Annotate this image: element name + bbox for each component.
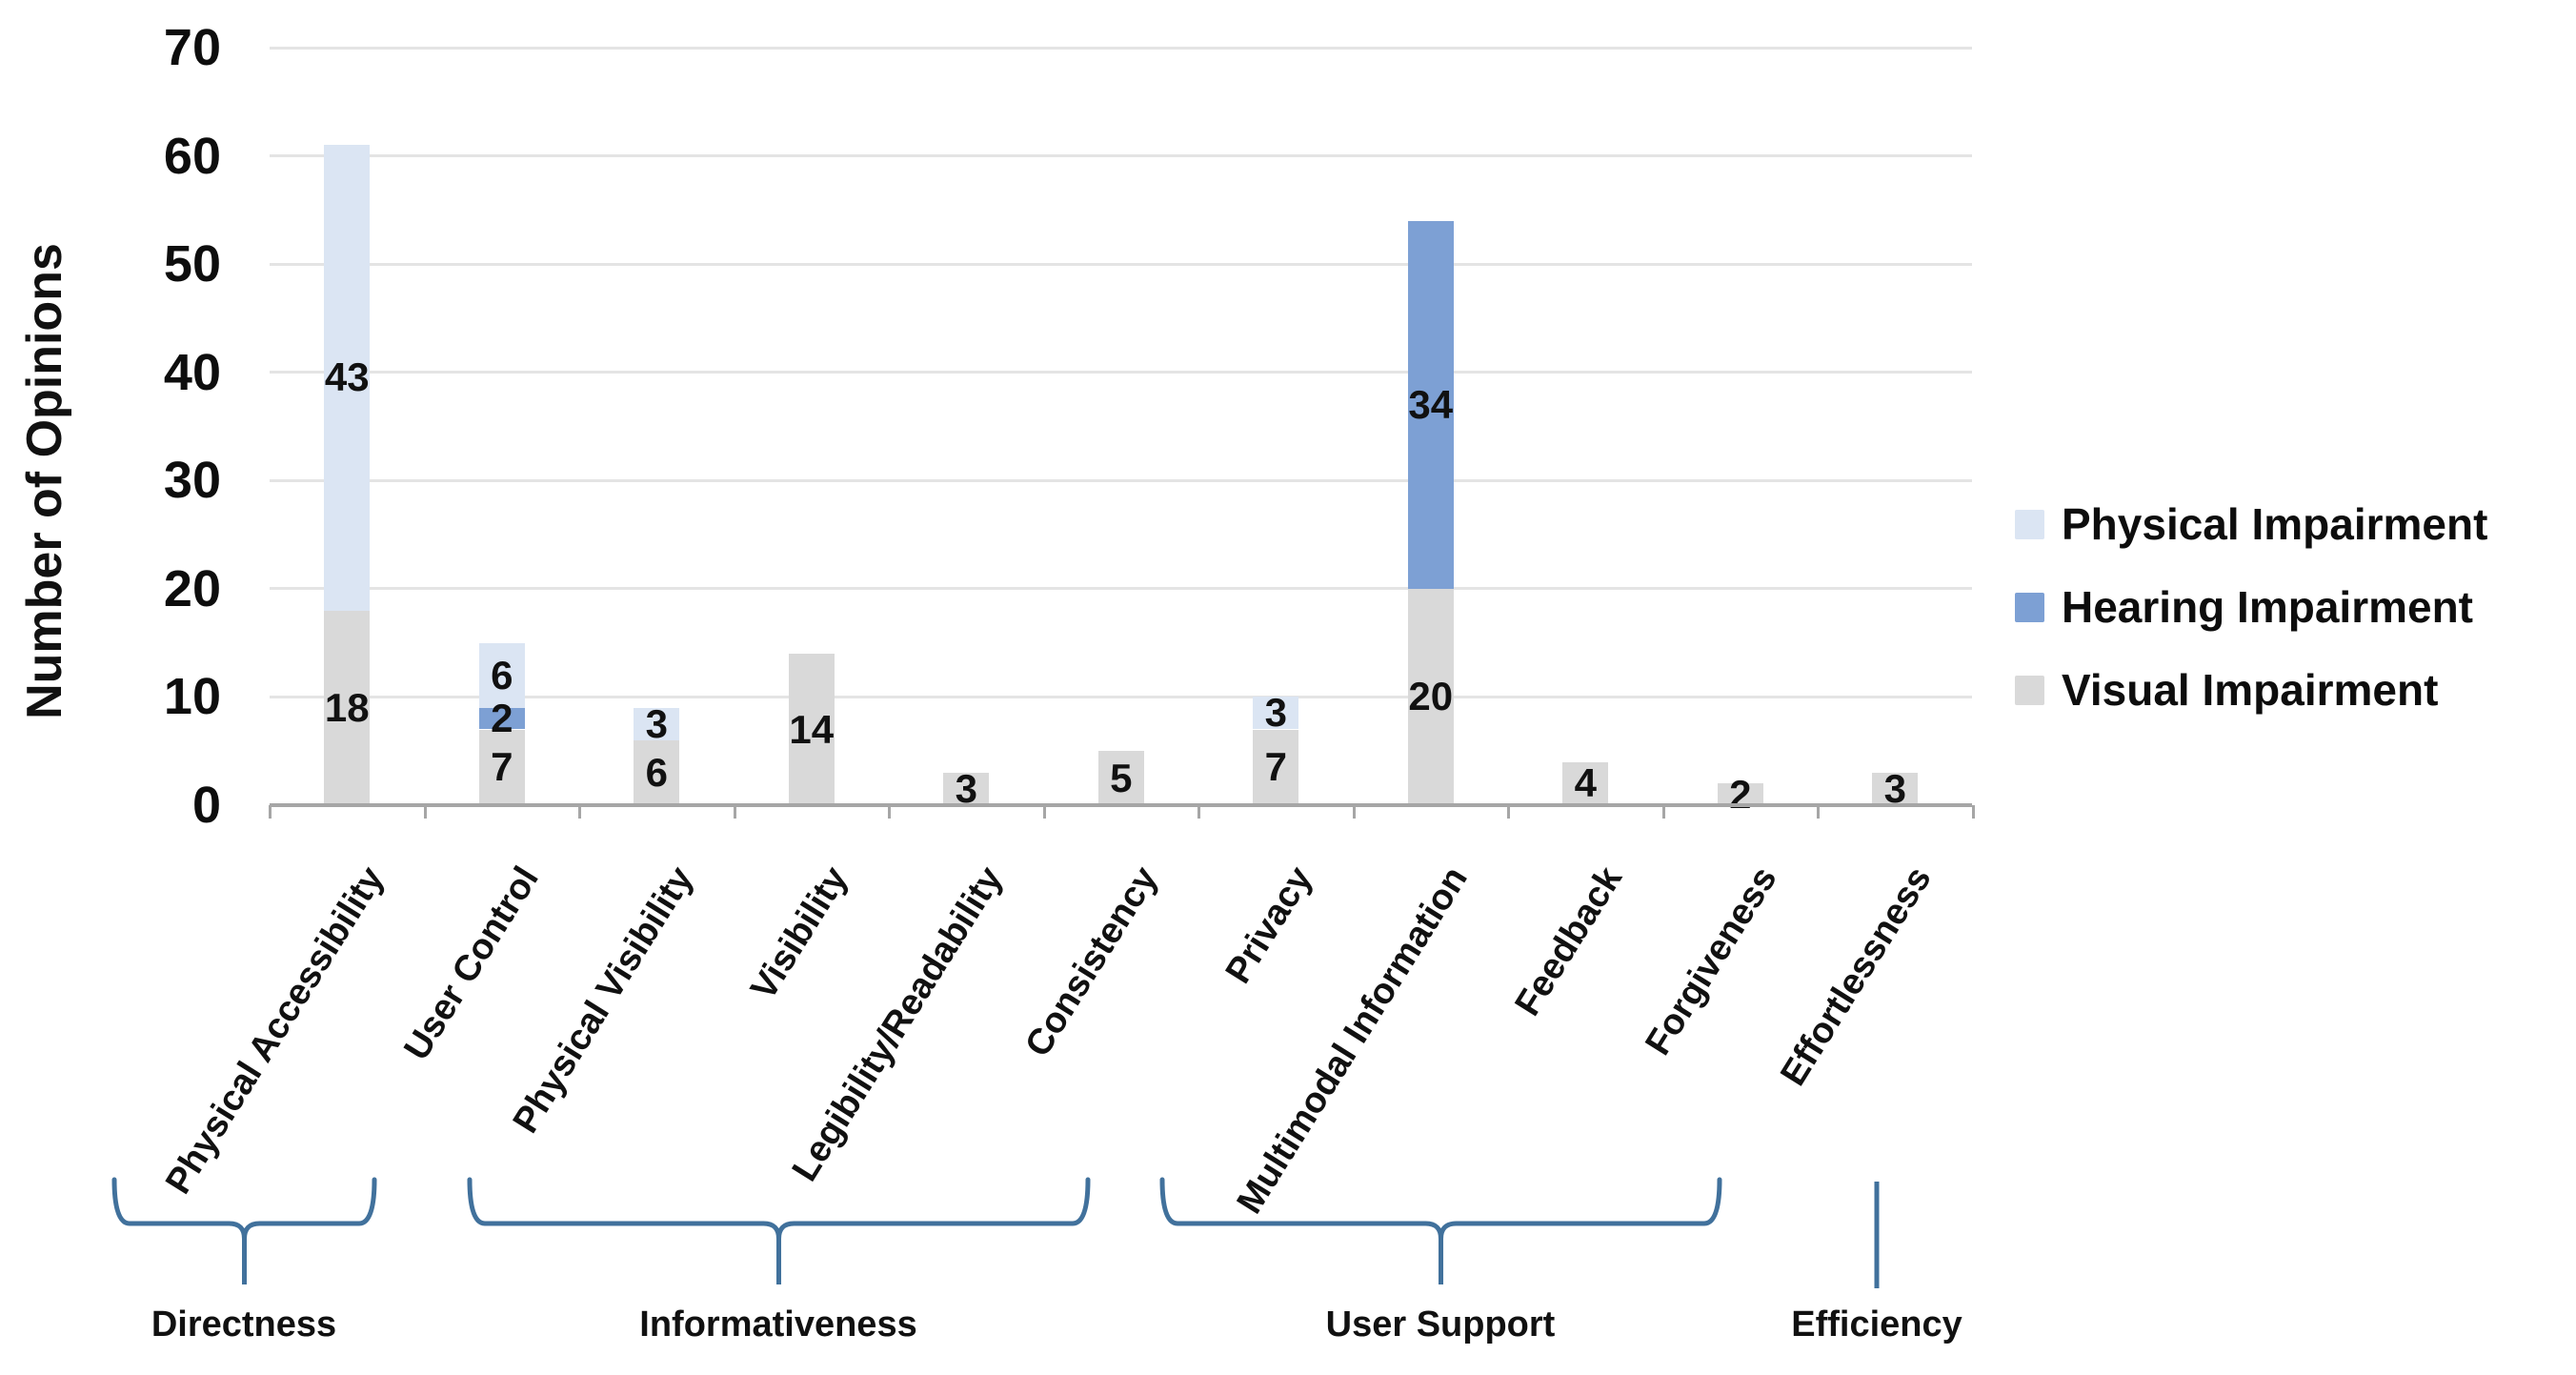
x-axis-tick (1661, 805, 1665, 819)
x-axis-tick (1352, 805, 1356, 819)
legend-label: Physical Impairment (2062, 499, 2488, 549)
physical-impairment-swatch-icon (2015, 509, 2044, 539)
bar-segment (634, 707, 680, 740)
bar-segment (1097, 751, 1144, 805)
bar-segment (1562, 761, 1609, 805)
bar-segment (1407, 220, 1454, 589)
gridline (270, 154, 1972, 158)
x-axis-tick (733, 805, 736, 819)
group-label-directness: Directness (151, 1304, 337, 1345)
bar-value-label: 18 (324, 684, 370, 730)
gridline (270, 695, 1972, 698)
y-tick-label: 30 (163, 452, 221, 510)
legend-label: Visual Impairment (2062, 665, 2439, 715)
bar-value-label: 43 (324, 354, 370, 400)
bar-value-label: 14 (789, 706, 835, 752)
x-axis-line (270, 803, 1972, 807)
group-bracket-brace (467, 1177, 1091, 1284)
bar-segment (478, 707, 525, 730)
x-axis-tick (269, 805, 272, 819)
gridline (270, 587, 1972, 591)
x-axis-tick (578, 805, 581, 819)
bar-segment (1253, 729, 1299, 805)
bar-value-label: 3 (645, 700, 668, 746)
x-axis-tick (1507, 805, 1510, 819)
y-tick-label: 10 (163, 668, 221, 726)
bar-segment (324, 145, 371, 611)
bar-value-label: 6 (645, 749, 668, 795)
gridline (270, 371, 1972, 374)
x-axis-tick (423, 805, 427, 819)
bar-value-label: 3 (1264, 690, 1287, 736)
x-axis-tick (1197, 805, 1200, 819)
x-axis-tick (888, 805, 891, 819)
group-label-efficiency: Efficiency (1791, 1304, 1962, 1345)
legend-item-hearing-impairment: Hearing Impairment (2015, 582, 2473, 632)
x-axis-tick (1042, 805, 1046, 819)
legend-item-visual-impairment: Visual Impairment (2015, 665, 2439, 715)
y-tick-label: 70 (163, 19, 221, 76)
gridline (270, 478, 1972, 482)
bar-segment (1253, 697, 1299, 730)
gridline (270, 262, 1972, 266)
bar-value-label: 3 (1883, 765, 1906, 811)
legend-item-physical-impairment: Physical Impairment (2015, 499, 2488, 549)
legend-label: Hearing Impairment (2062, 582, 2473, 632)
bar-value-label: 2 (491, 696, 513, 741)
visual-impairment-swatch-icon (2015, 675, 2044, 705)
bar-segment (1407, 588, 1454, 805)
bar-value-label: 7 (1264, 744, 1287, 790)
bar-value-label: 34 (1408, 381, 1454, 427)
bar-segment (788, 654, 835, 805)
group-bracket-brace (1159, 1177, 1722, 1284)
bar-segment (478, 642, 525, 708)
bar-segment (1717, 783, 1763, 805)
bar-segment (324, 610, 371, 805)
bar-value-label: 20 (1408, 674, 1454, 719)
bar-value-label: 4 (1574, 760, 1597, 806)
bar-value-label: 6 (491, 652, 513, 698)
y-tick-label: 20 (163, 559, 221, 617)
bar-segment (1872, 772, 1919, 805)
x-axis-tick (1971, 805, 1975, 819)
bar-segment (943, 772, 990, 805)
bar-value-label: 5 (1110, 755, 1133, 800)
hearing-impairment-swatch-icon (2015, 592, 2044, 622)
y-tick-label: 60 (163, 127, 221, 185)
group-bracket-brace (111, 1177, 377, 1284)
x-axis-tick (1817, 805, 1820, 819)
group-label-user-support: User Support (1325, 1304, 1556, 1345)
gridline (270, 46, 1972, 50)
y-tick-label: 40 (163, 343, 221, 401)
y-tick-label: 50 (163, 235, 221, 293)
bar-value-label: 7 (491, 744, 513, 790)
group-label-informativeness: Informativeness (639, 1304, 917, 1345)
bar-value-label: 3 (955, 765, 977, 811)
y-tick-label: 0 (191, 777, 221, 834)
bar-segment (634, 739, 680, 805)
bar-segment (478, 729, 525, 805)
